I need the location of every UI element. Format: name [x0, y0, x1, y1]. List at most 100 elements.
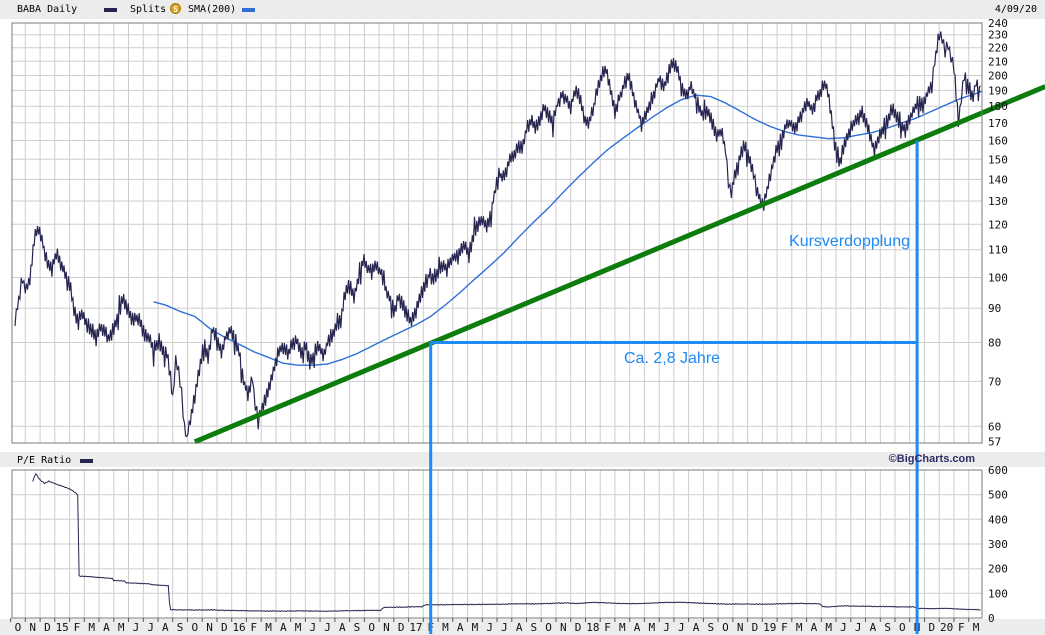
month-axis-label: N	[737, 621, 744, 634]
splits-label: Splits	[130, 4, 167, 15]
month-axis-label: D	[929, 621, 936, 634]
month-axis-label: M	[472, 621, 479, 634]
price-axis-label: 70	[988, 375, 1001, 388]
price-plot-border	[11, 22, 983, 444]
price-axis-label: 130	[988, 195, 1008, 208]
price-axis-label: 80	[988, 337, 1001, 350]
price-axis-label: 230	[988, 29, 1008, 42]
month-axis-label: D	[221, 621, 228, 634]
pe-axis-label: 200	[988, 563, 1008, 576]
month-axis-label: J	[678, 621, 685, 634]
month-axis-label: O	[722, 621, 729, 634]
month-axis-label: J	[324, 621, 331, 634]
month-axis-label: A	[811, 621, 818, 634]
grid-lines	[12, 23, 982, 618]
month-axis-label: 18	[586, 621, 599, 634]
trendline-path	[193, 84, 1045, 445]
month-axis-label: 20	[940, 621, 953, 634]
month-axis-label: 17	[409, 621, 422, 634]
price-axis-label: 170	[988, 117, 1008, 130]
month-axis-label: A	[516, 621, 523, 634]
month-axis-label: A	[693, 621, 700, 634]
month-axis-label: A	[457, 621, 464, 634]
month-axis-label: M	[619, 621, 626, 634]
month-axis-label: S	[707, 621, 714, 634]
month-axis-label: O	[192, 621, 199, 634]
pe-axis-label: 0	[988, 612, 995, 625]
month-axis-label: A	[870, 621, 877, 634]
duration-annotation: Ca. 2,8 Jahre	[624, 350, 721, 367]
month-axis-label: J	[309, 621, 316, 634]
price-axis-label: 240	[988, 17, 1008, 30]
month-axis-label: S	[354, 621, 361, 634]
month-axis-label: M	[973, 621, 980, 634]
price-axis-label: 140	[988, 173, 1008, 186]
price-axis-label: 150	[988, 153, 1008, 166]
chart-date: 4/09/20	[994, 4, 1037, 15]
pe-axis-label: 300	[988, 538, 1008, 551]
month-axis-label: S	[177, 621, 184, 634]
month-axis-label: J	[486, 621, 493, 634]
pe-axis-label: 400	[988, 513, 1008, 526]
price-axis-label: 220	[988, 42, 1008, 55]
x-axis-band	[0, 619, 1045, 635]
sma-label: SMA(200)	[188, 4, 237, 15]
price-axis-label: 180	[988, 100, 1008, 113]
measurement-lines	[429, 140, 919, 634]
month-axis-label: O	[368, 621, 375, 634]
month-axis-label: M	[442, 621, 449, 634]
month-axis-label: A	[339, 621, 346, 634]
pe-axis-label: 500	[988, 489, 1008, 502]
axis-labels: 2402302202102001901801701601501401301201…	[10, 17, 1008, 634]
pe-series-swatch	[80, 459, 93, 463]
header-band	[0, 0, 1045, 19]
month-axis-label: A	[634, 621, 641, 634]
month-axis-label: F	[781, 621, 788, 634]
symbol-label: BABA Daily	[17, 4, 78, 15]
month-axis-label: J	[133, 621, 140, 634]
month-axis-label: A	[103, 621, 110, 634]
sma-series-path	[153, 90, 983, 366]
month-axis-label: M	[265, 621, 272, 634]
price-axis-label: 200	[988, 69, 1008, 82]
trendline	[193, 84, 1045, 445]
month-axis-label: A	[280, 621, 287, 634]
month-axis-label: S	[531, 621, 538, 634]
month-axis-label: 19	[763, 621, 776, 634]
price-axis-label: 190	[988, 84, 1008, 97]
month-axis-label: S	[884, 621, 891, 634]
month-axis-label: J	[840, 621, 847, 634]
splits-badge-icon: S	[170, 3, 181, 14]
month-axis-label: M	[88, 621, 95, 634]
month-axis-label: M	[295, 621, 302, 634]
month-axis-label: D	[398, 621, 405, 634]
price-axis-label: 57	[988, 435, 1001, 448]
pe-divider-band	[0, 452, 1045, 467]
month-axis-label: F	[250, 621, 257, 634]
month-axis-label: D	[44, 621, 51, 634]
price-axis-label: 210	[988, 55, 1008, 68]
doubling-annotation: Kursverdopplung	[789, 233, 910, 250]
month-axis-label: M	[796, 621, 803, 634]
price-series-swatch	[104, 8, 117, 12]
month-axis-label: F	[604, 621, 611, 634]
month-axis-label: M	[118, 621, 125, 634]
month-axis-label: J	[501, 621, 508, 634]
month-axis-label: N	[560, 621, 567, 634]
price-series-path	[14, 31, 981, 438]
month-axis-label: F	[74, 621, 81, 634]
price-series	[14, 31, 981, 438]
pe-series-path	[32, 473, 981, 613]
month-axis-label: O	[899, 621, 906, 634]
pe-panel-label: P/E Ratio	[17, 455, 72, 466]
month-axis-label: D	[752, 621, 759, 634]
price-axis-label: 60	[988, 420, 1001, 433]
price-axis-label: 110	[988, 244, 1008, 257]
month-axis-label: M	[648, 621, 655, 634]
pe-axis-label: 600	[988, 464, 1008, 477]
month-axis-label: 16	[232, 621, 245, 634]
month-axis-label: N	[383, 621, 390, 634]
sma-series-swatch	[242, 8, 255, 12]
